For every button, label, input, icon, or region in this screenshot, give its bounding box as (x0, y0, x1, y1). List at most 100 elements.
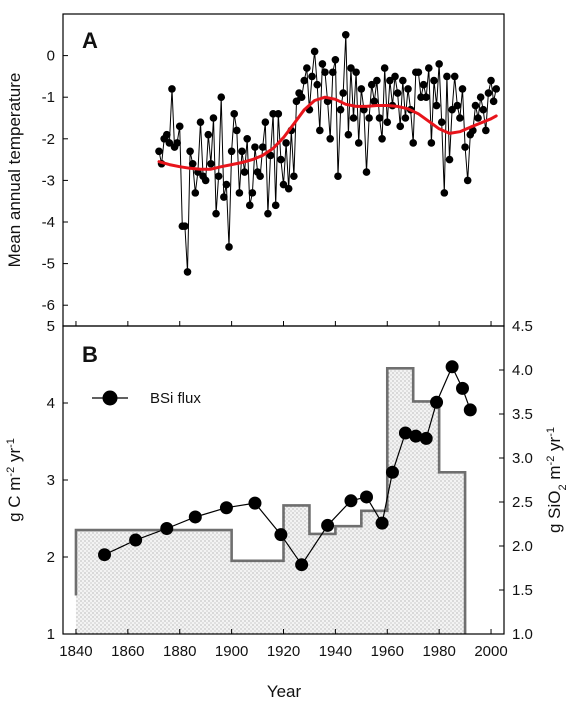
legend-label: BSi flux (150, 390, 201, 407)
panel-b-left-y-tick-label: 4 (47, 395, 55, 412)
annual-temperature-point (352, 68, 360, 77)
annual-temperature-point (443, 72, 451, 81)
annual-temperature-point (409, 139, 418, 147)
annual-temperature-point (341, 31, 350, 39)
annual-temperature-point (297, 93, 306, 101)
annual-temperature-point (339, 89, 347, 97)
annual-temperature-point (331, 55, 340, 64)
annual-temperature-point (370, 97, 379, 106)
bsi-flux-point (445, 360, 459, 374)
annual-temperature-point (251, 143, 259, 151)
annual-temperature-point (440, 189, 449, 197)
annual-temperature-point (303, 64, 311, 72)
annual-temperature-point (471, 101, 480, 110)
annual-temperature-point (279, 180, 288, 189)
annual-temperature-point (220, 193, 228, 201)
x-tick-label: 1880 (163, 643, 196, 660)
x-tick-label: 1900 (215, 643, 248, 660)
annual-temperature-point (419, 80, 428, 89)
annual-temperature-point (264, 209, 272, 218)
annual-temperature-point (233, 126, 241, 135)
annual-temperature-point (328, 68, 337, 77)
panel-b-right-y-tick-label: 1.5 (512, 582, 533, 599)
annual-temperature-point (456, 114, 464, 122)
panel-b-x-axis: 1840 1860 1880 1900 1920 1940 1960 1980 2000 (59, 629, 508, 660)
panel-a-y-tick-label: 0 (47, 48, 55, 65)
annual-temperature-point (344, 130, 353, 139)
annual-temperature-point (450, 72, 459, 81)
annual-temperature-point (230, 110, 239, 118)
panel-b-letter: B (82, 342, 98, 367)
annual-temperature-point (274, 110, 283, 118)
panel-b-left-axis-title: g C m-2 yr-1 (5, 438, 24, 522)
annual-temperature-point (347, 64, 355, 72)
panel-a-y-axis-title: Mean annual temperature (5, 73, 24, 268)
annual-temperature-point (367, 80, 376, 89)
annual-temperature-point (196, 118, 205, 126)
panel-b-left-y-tick-label: 3 (47, 472, 55, 489)
bsi-flux-point (409, 429, 423, 443)
annual-temperature-point (474, 114, 482, 122)
annual-temperature-point (393, 89, 402, 97)
panel-a-y-tick-label: -1 (42, 89, 55, 106)
annual-temperature-point (336, 105, 345, 114)
annual-temperature-point (308, 72, 316, 81)
panel-a-y-tick-label: -4 (42, 214, 55, 231)
bsi-flux-point (385, 465, 399, 479)
bsi-flux-point (248, 496, 262, 510)
annual-temperature-point (214, 172, 223, 181)
panel-b-plot-area (74, 360, 477, 634)
annual-temperature-point (168, 85, 176, 93)
x-tick-label: 1920 (267, 643, 300, 660)
annual-temperature-point (399, 76, 407, 85)
panel-b-right-y-tick-label: 4.5 (512, 318, 533, 335)
panel-b-right-y-axis: 1.0 1.5 2.0 2.5 3.0 3.5 4.0 4.5 (499, 318, 533, 643)
annual-temperature-point (357, 85, 366, 93)
annual-temperature-point (207, 159, 215, 168)
annual-temperature-point (334, 172, 342, 181)
annual-temperature-point (404, 85, 412, 93)
annual-temperature-point (248, 189, 257, 197)
annual-temperature-point (492, 85, 501, 93)
annual-temperature-point (365, 114, 373, 122)
annual-temperature-point (240, 168, 249, 176)
annual-temperature-point (155, 147, 163, 156)
panel-a-y-axis: -6 -5 -4 -3 -2 -1 0 (42, 48, 492, 326)
annual-temperature-point (313, 80, 322, 89)
annual-temperature-point (321, 68, 329, 77)
annual-temperature-point (282, 139, 290, 147)
panel-b-right-axis-title: g SiO2 m-2 yr-1 (545, 427, 569, 533)
annual-temperature-point (378, 135, 386, 143)
annual-temperature-point (258, 143, 267, 151)
legend: BSi flux (92, 390, 201, 407)
annual-temperature-point (261, 118, 270, 126)
panel-b-left-y-tick-label: 2 (47, 549, 55, 566)
annual-temperature-point (489, 97, 498, 106)
bsi-flux-point (398, 426, 412, 440)
annual-temperature-point (188, 159, 197, 168)
annual-temperature-point (181, 222, 189, 230)
annual-temperature-point (212, 209, 220, 218)
annual-temperature-point (310, 47, 319, 56)
bsi-flux-point (160, 522, 174, 536)
bsi-flux-point (375, 516, 389, 530)
annual-temperature-point (463, 176, 472, 185)
annual-temperature-point (482, 126, 490, 135)
x-tick-label: 2000 (474, 643, 507, 660)
panel-a: -6 -5 -4 -3 -2 -1 0 A Mean annual temperature (5, 13, 505, 327)
smoothed-temperature-line (157, 95, 498, 171)
annual-temperature-point (227, 147, 236, 156)
annual-temperature-point (349, 114, 358, 122)
annual-temperature-point (271, 201, 280, 210)
annual-temperature-point (484, 89, 493, 97)
annual-temperature-point (391, 72, 399, 81)
annual-temperature-point (453, 101, 462, 110)
bsi-flux-point (129, 533, 143, 547)
annual-temperature-point (266, 151, 275, 160)
bsi-flux-point (430, 395, 444, 409)
x-tick-label: 1840 (59, 643, 92, 660)
panel-a-y-tick-label: -5 (42, 256, 55, 273)
annual-temperature-point (362, 168, 371, 176)
panel-a-y-tick-label: -3 (42, 172, 55, 189)
